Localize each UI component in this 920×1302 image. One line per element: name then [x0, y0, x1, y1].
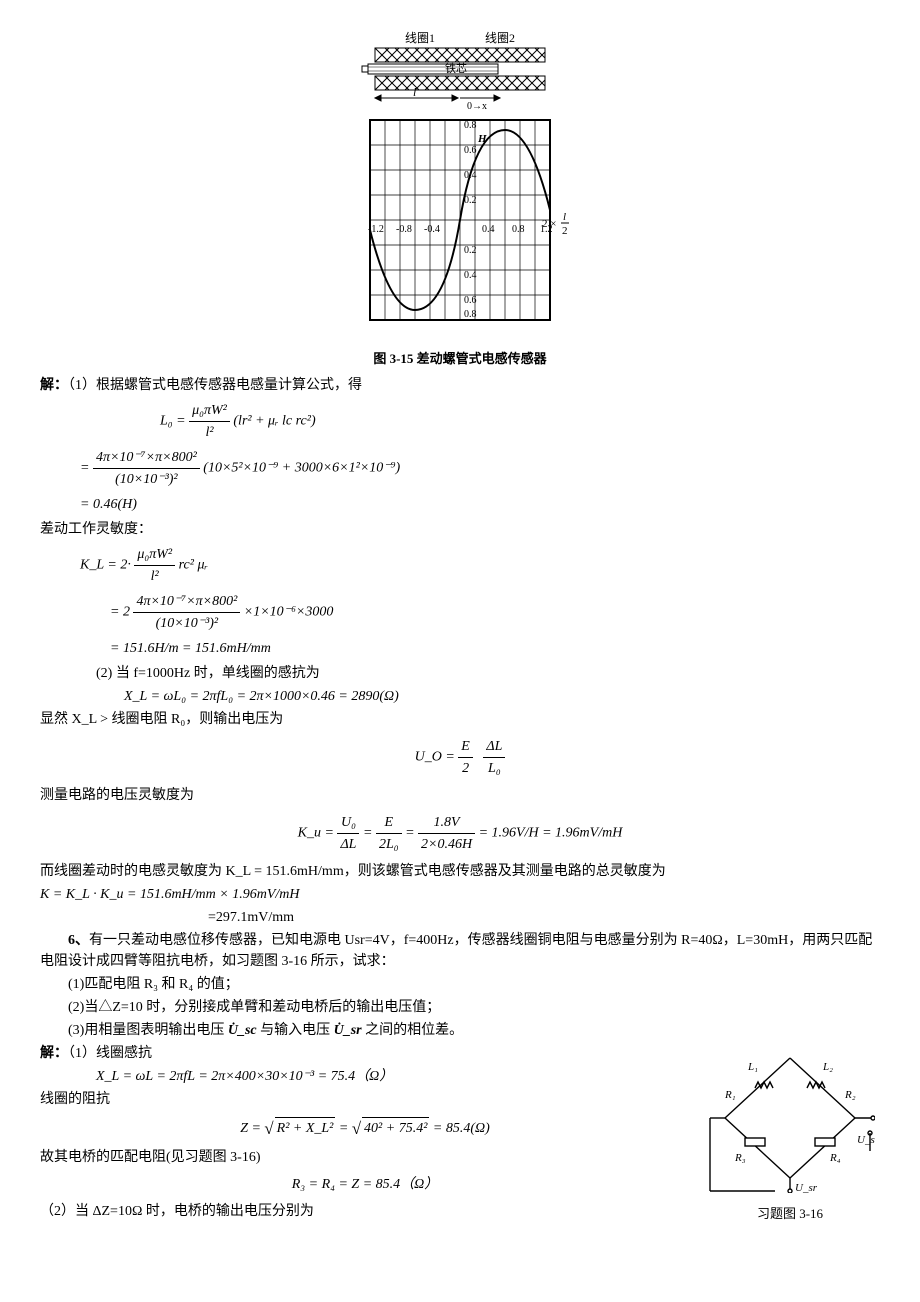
svg-text:0.8: 0.8 — [512, 224, 525, 235]
svg-text:0.8: 0.8 — [464, 120, 477, 131]
eq-UO: U_O = E2 ΔLL₀ — [40, 736, 880, 779]
bridge-circuit: L₁ L₂ R₁ R₂ R₃ R₄ U_sc U_sr — [705, 1043, 875, 1193]
svg-text:-0.8: -0.8 — [396, 224, 412, 235]
svg-text:2 ×: 2 × — [542, 218, 556, 230]
svg-text:0.2: 0.2 — [464, 245, 477, 256]
eq-K: K = K_L · K_u = 151.6mH/mm × 1.96mV/mH — [40, 884, 880, 905]
q6-sub2: (2)当△Z=10 时，分别接成单臂和差动电桥后的输出电压值； — [40, 997, 880, 1018]
figure-3-16-caption: 习题图 3-16 — [700, 1204, 880, 1224]
p-total-sens: 而线圈差动时的电感灵敏度为 K_L = 151.6mH/mm，则该螺管式电感传感… — [40, 861, 880, 882]
svg-text:R₄: R₄ — [829, 1152, 841, 1164]
svg-text:l: l — [563, 211, 566, 223]
svg-text:0.4: 0.4 — [482, 224, 495, 235]
eq-L0-numeric: = 4π×10⁻⁷×π×800²(10×10⁻³)² (10×5²×10⁻⁹ +… — [80, 447, 880, 490]
p-XL-gt-R0: 显然 X_L > 线圈电阻 R₀，则输出电压为 — [40, 709, 880, 730]
svg-text:-1.2: -1.2 — [368, 224, 384, 235]
solution-line-1: 解：（1）根据螺管式电感传感器电感量计算公式，得 — [40, 375, 880, 396]
figure-3-15-caption: 图 3-15 差动螺管式电感传感器 — [40, 349, 880, 369]
svg-text:-0.4: -0.4 — [424, 224, 440, 235]
figure-3-15: 线圈1 线圈2 铁芯 l 0→x — [40, 30, 880, 369]
eq-L0: L₀ = μ₀πW²l² (lr² + μᵣ lc rc²) — [160, 400, 880, 443]
svg-text:0.6: 0.6 — [464, 145, 477, 156]
eq-XL: X_L = ωL₀ = 2πfL₀ = 2π×1000×0.46 = 2890(… — [40, 686, 880, 707]
p-diff-sensitivity: 差动工作灵敏度： — [40, 519, 880, 540]
svg-text:R₁: R₁ — [724, 1089, 736, 1101]
svg-text:0.4: 0.4 — [464, 270, 477, 281]
svg-text:R₂: R₂ — [844, 1089, 856, 1101]
eq-Ku: K_u = U₀ΔL = E2L₀ = 1.8V2×0.46H = 1.96V/… — [40, 812, 880, 855]
q6-sub1: (1)匹配电阻 R₃ 和 R₄ 的值； — [40, 974, 880, 995]
svg-text:0.8: 0.8 — [464, 309, 477, 320]
svg-text:0.2: 0.2 — [464, 195, 477, 206]
svg-text:2: 2 — [562, 225, 568, 237]
q6-sub3: (3)用相量图表明输出电压 U̇_sc 与输入电压 U̇_sr 之间的相位差。 — [40, 1020, 880, 1041]
svg-text:U_sc: U_sc — [857, 1134, 875, 1146]
svg-text:0.6: 0.6 — [464, 295, 477, 306]
svg-text:H: H — [477, 133, 487, 145]
coil2-label: 线圈2 — [485, 31, 515, 45]
p-part2-a: (2) 当 f=1000Hz 时，单线圈的感抗为 — [40, 663, 880, 684]
svg-text:0.4: 0.4 — [464, 170, 477, 181]
solenoid-diagram: 线圈1 线圈2 铁芯 l 0→x — [350, 30, 570, 340]
core-label: 铁芯 — [445, 61, 467, 75]
svg-text:R₃: R₃ — [734, 1152, 746, 1164]
question-6: 6、有一只差动电感位移传感器，已知电源电 Usr=4V，f=400Hz，传感器线… — [40, 930, 880, 972]
eq-KL-numeric: = 2 4π×10⁻⁷×π×800²(10×10⁻³)² ×1×10⁻⁶×300… — [110, 591, 880, 634]
p-voltage-sens: 测量电路的电压灵敏度为 — [40, 785, 880, 806]
coil1-label: 线圈1 — [405, 31, 435, 45]
eq-KL-result: = 151.6H/m = 151.6mH/mm — [110, 638, 880, 659]
eq-K-result: =297.1mV/mm — [40, 907, 880, 928]
eq-L0-result: = 0.46(H) — [80, 494, 880, 515]
svg-text:0→x: 0→x — [467, 101, 487, 112]
figure-3-16: L₁ L₂ R₁ R₂ R₃ R₄ U_sc U_sr 习题图 3-16 — [700, 1043, 880, 1224]
svg-text:L₂: L₂ — [822, 1061, 833, 1073]
eq-KL: K_L = 2· μ₀πW²l² rc² μᵣ — [80, 544, 880, 587]
svg-text:L₁: L₁ — [747, 1061, 758, 1073]
svg-text:U_sr: U_sr — [795, 1182, 818, 1193]
